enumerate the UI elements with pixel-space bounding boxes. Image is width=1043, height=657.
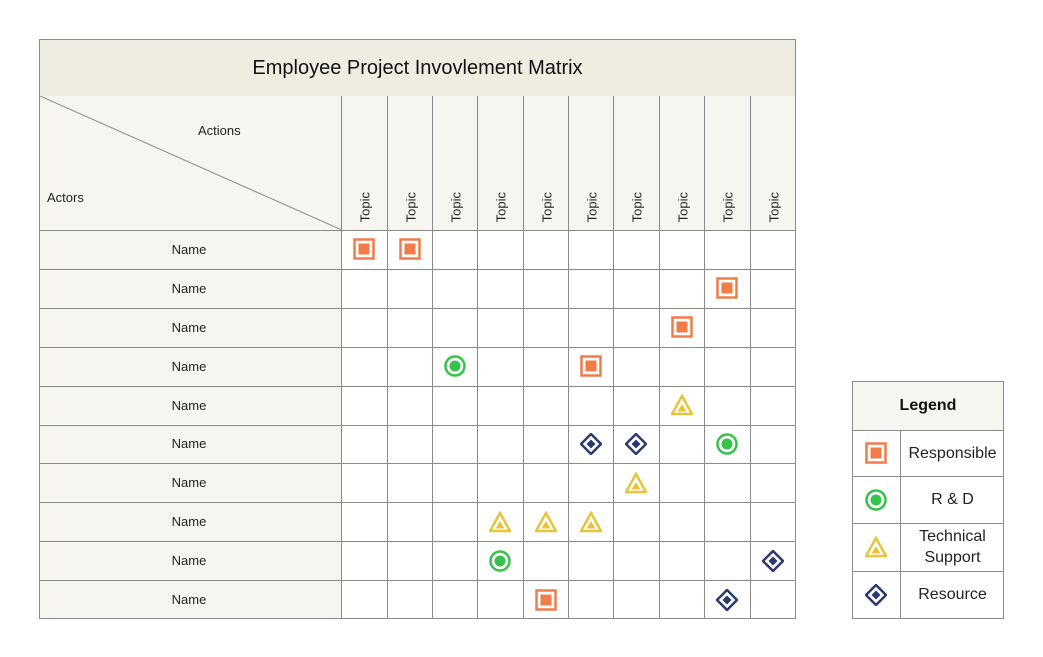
actors-label: Actors — [47, 190, 84, 205]
column-header: Topic — [659, 96, 705, 230]
matrix-title: Employee Project Invovlement Matrix — [39, 39, 796, 97]
circle-icon — [443, 355, 466, 377]
actions-label: Actions — [198, 123, 241, 138]
column-header-label: Topic — [539, 191, 554, 222]
legend-label: Responsible — [908, 444, 997, 462]
circle-icon — [852, 476, 900, 523]
square-icon — [534, 588, 557, 611]
row-label: Name — [39, 385, 341, 425]
column-header: Topic — [477, 96, 524, 230]
circle-icon — [716, 433, 738, 455]
row-label: Name — [39, 502, 341, 542]
column-header: Topic — [432, 96, 478, 230]
column-header-label: Topic — [720, 191, 736, 222]
diamond-icon — [760, 548, 785, 573]
square-icon — [353, 238, 375, 261]
triangle-icon — [669, 393, 694, 416]
row-label: Name — [39, 424, 341, 464]
corner-diagonal-line — [40, 96, 342, 230]
triangle-icon — [623, 471, 649, 494]
square-icon — [716, 277, 738, 300]
triangle-icon — [487, 510, 513, 533]
column-header: Topic — [704, 96, 751, 230]
row-label: Name — [39, 580, 341, 619]
legend: Legend Responsible R & D Technical Support… — [852, 381, 1004, 619]
square-icon — [398, 238, 421, 261]
column-header: Topic — [523, 96, 569, 230]
row-label: Name — [39, 268, 341, 308]
triangle-icon — [533, 510, 558, 533]
triangle-icon — [578, 510, 603, 533]
column-header: Topic — [613, 96, 660, 230]
column-header-label: Topic — [766, 191, 781, 222]
legend-label: Resource — [918, 586, 987, 603]
column-header-label: Topic — [493, 191, 509, 222]
column-header-label: Topic — [629, 191, 645, 222]
column-header: Topic — [387, 96, 433, 230]
involvement-matrix: Employee Project Invovlement Matrix Acti… — [39, 39, 796, 619]
square-icon — [670, 316, 693, 338]
column-header: Topic — [341, 96, 388, 230]
diamond-icon — [624, 432, 648, 456]
legend-title: Legend — [852, 381, 1004, 430]
corner-header: Actions Actors — [39, 96, 342, 230]
row-label: Name — [39, 230, 341, 269]
column-header-label: Topic — [403, 191, 418, 222]
column-header: Topic — [568, 96, 614, 230]
square-icon — [852, 430, 900, 476]
column-header: Topic — [750, 96, 796, 230]
row-label: Name — [39, 307, 341, 347]
column-header-label: Topic — [448, 191, 463, 222]
triangle-icon — [852, 523, 900, 571]
circle-icon — [489, 549, 511, 572]
row-label: Name — [39, 541, 341, 581]
legend-label: R & D — [931, 491, 974, 508]
column-header-label: Topic — [357, 191, 373, 222]
diamond-icon — [578, 432, 603, 456]
row-label: Name — [39, 463, 341, 503]
diamond-icon — [852, 571, 900, 618]
row-label: Name — [39, 346, 341, 386]
legend-label: Technical Support — [919, 528, 986, 566]
column-header-label: Topic — [584, 191, 599, 222]
square-icon — [579, 355, 602, 377]
diamond-icon — [715, 587, 739, 612]
column-header-label: Topic — [675, 191, 690, 222]
